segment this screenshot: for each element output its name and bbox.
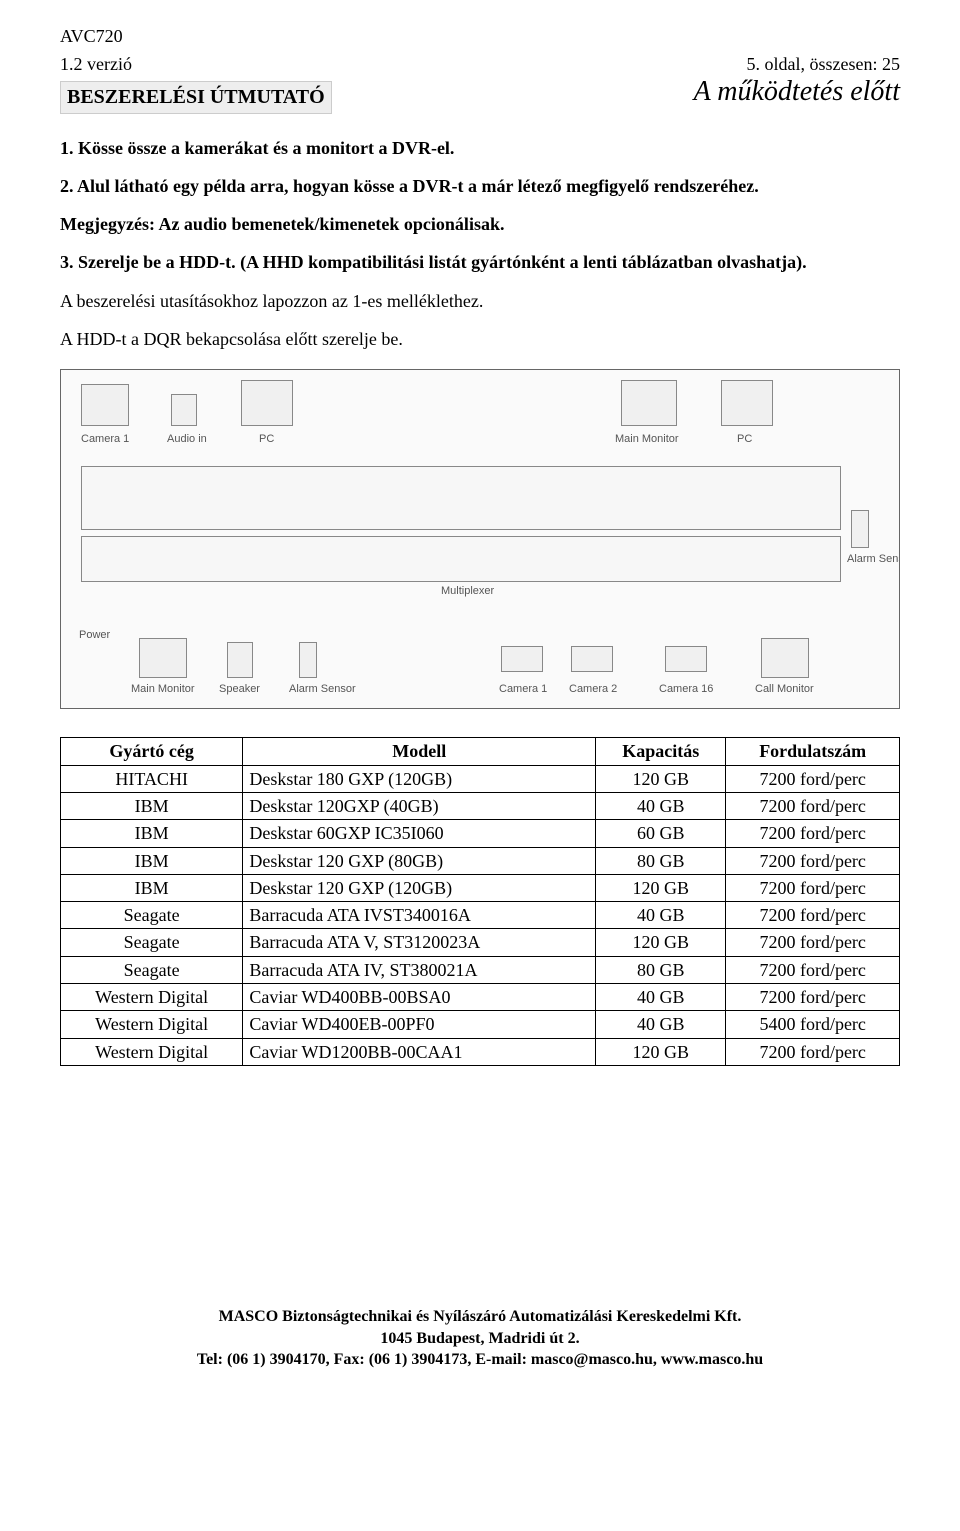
diagram-label: Camera 1 xyxy=(81,432,129,447)
table-cell: 7200 ford/perc xyxy=(726,956,900,983)
table-cell: 120 GB xyxy=(596,765,726,792)
diagram-label: Camera 16 xyxy=(659,682,713,697)
table-row: SeagateBarracuda ATA IVST340016A40 GB720… xyxy=(61,902,900,929)
table-cell: 40 GB xyxy=(596,984,726,1011)
table-header: Kapacitás xyxy=(596,738,726,765)
table-cell: 7200 ford/perc xyxy=(726,765,900,792)
table-header: Fordulatszám xyxy=(726,738,900,765)
table-cell: 80 GB xyxy=(596,956,726,983)
table-row: SeagateBarracuda ATA V, ST3120023A120 GB… xyxy=(61,929,900,956)
para-6: A HDD-t a DQR bekapcsolása előtt szerelj… xyxy=(60,327,900,351)
table-cell: Caviar WD1200BB-00CAA1 xyxy=(243,1038,596,1065)
table-cell: Deskstar 120 GXP (80GB) xyxy=(243,847,596,874)
table-cell: 80 GB xyxy=(596,847,726,874)
table-header: Modell xyxy=(243,738,596,765)
table-cell: Barracuda ATA IVST340016A xyxy=(243,902,596,929)
table-row: IBMDeskstar 120 GXP (80GB)80 GB7200 ford… xyxy=(61,847,900,874)
diagram-label: Power xyxy=(79,628,110,643)
table-cell: IBM xyxy=(61,792,243,819)
table-cell: HITACHI xyxy=(61,765,243,792)
chapter-title: A működtetés előtt xyxy=(694,73,900,111)
para-2: 2. Alul látható egy példa arra, hogyan k… xyxy=(60,174,900,198)
diagram-label: Call Monitor xyxy=(755,682,814,697)
table-row: Western DigitalCaviar WD400BB-00BSA040 G… xyxy=(61,984,900,1011)
table-cell: Deskstar 120GXP (40GB) xyxy=(243,792,596,819)
table-cell: Barracuda ATA IV, ST380021A xyxy=(243,956,596,983)
table-cell: Western Digital xyxy=(61,1011,243,1038)
table-cell: IBM xyxy=(61,874,243,901)
table-row: Western DigitalCaviar WD1200BB-00CAA1120… xyxy=(61,1038,900,1065)
table-cell: 7200 ford/perc xyxy=(726,929,900,956)
wiring-diagram: Camera 1 Audio in PC Main Monitor PC Mul… xyxy=(60,369,900,709)
table-cell: Seagate xyxy=(61,929,243,956)
table-row: HITACHIDeskstar 180 GXP (120GB)120 GB720… xyxy=(61,765,900,792)
table-row: IBMDeskstar 120GXP (40GB)40 GB7200 ford/… xyxy=(61,792,900,819)
table-cell: Deskstar 180 GXP (120GB) xyxy=(243,765,596,792)
diagram-label: Camera 1 xyxy=(499,682,547,697)
table-row: IBMDeskstar 120 GXP (120GB)120 GB7200 fo… xyxy=(61,874,900,901)
table-cell: 7200 ford/perc xyxy=(726,874,900,901)
diagram-label: Speaker xyxy=(219,682,260,697)
table-cell: 7200 ford/perc xyxy=(726,792,900,819)
diagram-label: Camera 2 xyxy=(569,682,617,697)
table-cell: Caviar WD400BB-00BSA0 xyxy=(243,984,596,1011)
hdd-table: Gyártó cégModellKapacitásFordulatszámHIT… xyxy=(60,737,900,1066)
table-cell: Deskstar 120 GXP (120GB) xyxy=(243,874,596,901)
diagram-label: Main Monitor xyxy=(131,682,195,697)
diagram-label: Audio in xyxy=(167,432,207,447)
table-cell: Seagate xyxy=(61,902,243,929)
table-cell: Seagate xyxy=(61,956,243,983)
table-header: Gyártó cég xyxy=(61,738,243,765)
table-cell: Western Digital xyxy=(61,1038,243,1065)
table-row: SeagateBarracuda ATA IV, ST380021A80 GB7… xyxy=(61,956,900,983)
table-cell: 120 GB xyxy=(596,1038,726,1065)
table-cell: IBM xyxy=(61,820,243,847)
diagram-label: PC xyxy=(259,432,274,447)
footer: MASCO Biztonságtechnikai és Nyílászáró A… xyxy=(60,1306,900,1371)
para-1: 1. Kösse össze a kamerákat és a monitort… xyxy=(60,136,900,160)
table-cell: 40 GB xyxy=(596,1011,726,1038)
table-cell: 120 GB xyxy=(596,929,726,956)
table-cell: Caviar WD400EB-00PF0 xyxy=(243,1011,596,1038)
diagram-label: PC xyxy=(737,432,752,447)
table-cell: Barracuda ATA V, ST3120023A xyxy=(243,929,596,956)
table-cell: 40 GB xyxy=(596,792,726,819)
table-row: Western DigitalCaviar WD400EB-00PF040 GB… xyxy=(61,1011,900,1038)
table-cell: Deskstar 60GXP IC35I060 xyxy=(243,820,596,847)
table-cell: Western Digital xyxy=(61,984,243,1011)
table-cell: 40 GB xyxy=(596,902,726,929)
table-cell: IBM xyxy=(61,847,243,874)
diagram-label: Multiplexer xyxy=(441,584,494,599)
table-cell: 7200 ford/perc xyxy=(726,1038,900,1065)
footer-line: MASCO Biztonságtechnikai és Nyílászáró A… xyxy=(60,1306,900,1328)
para-5: A beszerelési utasításokhoz lapozzon az … xyxy=(60,289,900,313)
footer-line: 1045 Budapest, Madridi út 2. xyxy=(60,1328,900,1350)
table-cell: 7200 ford/perc xyxy=(726,820,900,847)
diagram-label: Alarm Sensor xyxy=(847,552,900,567)
diagram-label: Main Monitor xyxy=(615,432,679,447)
footer-line: Tel: (06 1) 3904170, Fax: (06 1) 3904173… xyxy=(60,1349,900,1371)
table-cell: 7200 ford/perc xyxy=(726,847,900,874)
table-cell: 60 GB xyxy=(596,820,726,847)
section-title: BESZERELÉSI ÚTMUTATÓ xyxy=(60,81,332,114)
table-row: IBMDeskstar 60GXP IC35I06060 GB7200 ford… xyxy=(61,820,900,847)
table-cell: 5400 ford/perc xyxy=(726,1011,900,1038)
para-4: 3. Szerelje be a HDD-t. (A HHD kompatibi… xyxy=(60,250,900,274)
diagram-label: Alarm Sensor xyxy=(289,682,356,697)
table-cell: 120 GB xyxy=(596,874,726,901)
doc-product: AVC720 xyxy=(60,24,900,48)
doc-version: 1.2 verzió xyxy=(60,52,132,76)
para-3: Megjegyzés: Az audio bemenetek/kimenetek… xyxy=(60,212,900,236)
table-cell: 7200 ford/perc xyxy=(726,902,900,929)
table-cell: 7200 ford/perc xyxy=(726,984,900,1011)
